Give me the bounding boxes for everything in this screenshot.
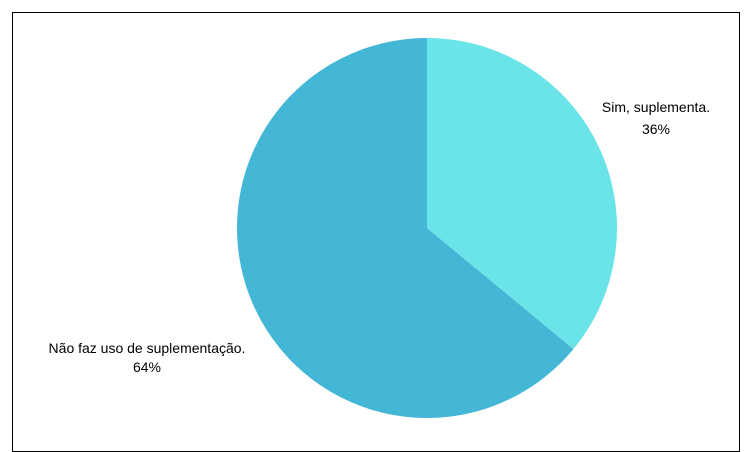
- slice-label: Sim, suplementa.: [602, 99, 710, 115]
- slice-percent-label: 64%: [133, 359, 161, 375]
- slice-label: Não faz uso de suplementação.: [49, 340, 246, 356]
- pie-slices: [237, 38, 617, 418]
- slice-percent-label: 36%: [642, 121, 670, 137]
